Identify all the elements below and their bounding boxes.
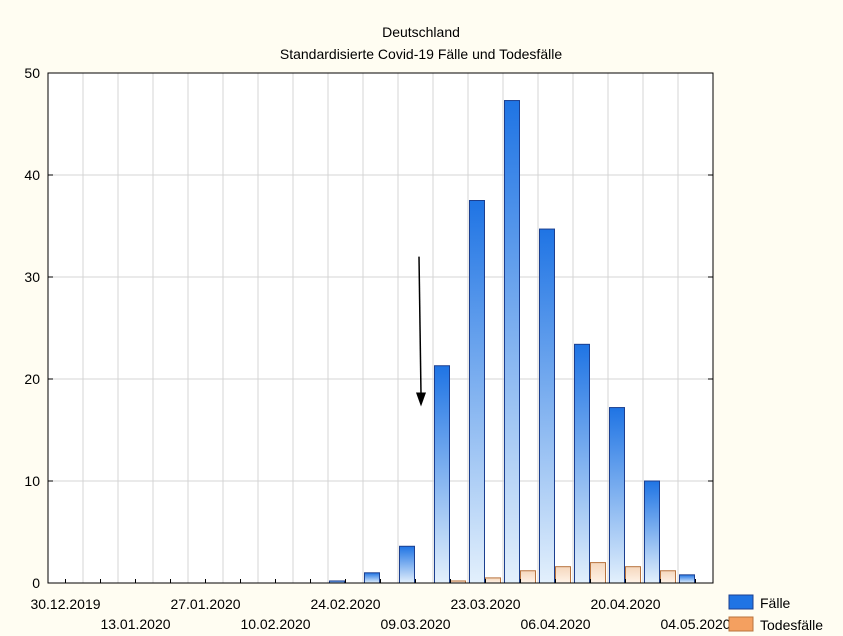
x-tick-label: 24.02.2020: [310, 596, 380, 612]
arrow-head: [416, 392, 426, 407]
legend-label-faelle: Fälle: [760, 595, 791, 611]
x-tick-label: 04.05.2020: [660, 616, 730, 632]
y-axis: 0 10 20 30 40 50: [24, 65, 713, 591]
x-tick-label: 23.03.2020: [450, 596, 520, 612]
legend: Fälle Todesfälle: [728, 594, 823, 633]
bars: [329, 100, 695, 584]
x-tick-label: 27.01.2020: [170, 596, 240, 612]
bar-todesfaelle: [520, 570, 536, 584]
bar-todesfaelle: [625, 566, 641, 584]
y-tick-label: 0: [32, 575, 40, 591]
chart-subtitle: Standardisierte Covid-19 Fälle und Todes…: [280, 46, 562, 62]
x-tick-label: 09.03.2020: [380, 616, 450, 632]
arrow-line: [418, 256, 422, 395]
bar-faelle: [434, 365, 450, 584]
bar-todesfaelle: [485, 577, 501, 584]
x-tick-label: 10.02.2020: [240, 616, 310, 632]
plot-area: [48, 73, 713, 583]
bar-faelle: [609, 407, 625, 584]
bar-faelle: [574, 343, 590, 584]
grid-lines: [48, 73, 713, 583]
x-tick-label: 06.04.2020: [520, 616, 590, 632]
bar-faelle: [539, 228, 555, 584]
bar-faelle: [469, 200, 485, 584]
bar-todesfaelle: [590, 562, 606, 584]
bar-faelle: [644, 480, 660, 584]
legend-swatch-todesfaelle: [728, 616, 754, 632]
y-tick-label: 50: [24, 65, 40, 81]
y-tick-label: 40: [24, 167, 40, 183]
legend-label-todesfaelle: Todesfälle: [760, 617, 823, 633]
chart-title: Deutschland: [382, 24, 460, 40]
x-axis: 30.12.201913.01.202027.01.202010.02.2020…: [30, 579, 731, 632]
y-tick-label: 30: [24, 269, 40, 285]
bar-faelle: [504, 100, 520, 584]
bar-faelle: [679, 574, 695, 584]
x-tick-label: 20.04.2020: [590, 596, 660, 612]
bar-faelle: [399, 545, 415, 584]
x-tick-label: 13.01.2020: [100, 616, 170, 632]
legend-swatch-faelle: [728, 594, 754, 610]
x-tick-label: 30.12.2019: [30, 596, 100, 612]
bar-todesfaelle: [660, 570, 676, 584]
bar-faelle: [364, 572, 380, 584]
bar-todesfaelle: [555, 566, 571, 584]
y-tick-label: 10: [24, 473, 40, 489]
y-tick-label: 20: [24, 371, 40, 387]
annotations: [416, 256, 426, 407]
